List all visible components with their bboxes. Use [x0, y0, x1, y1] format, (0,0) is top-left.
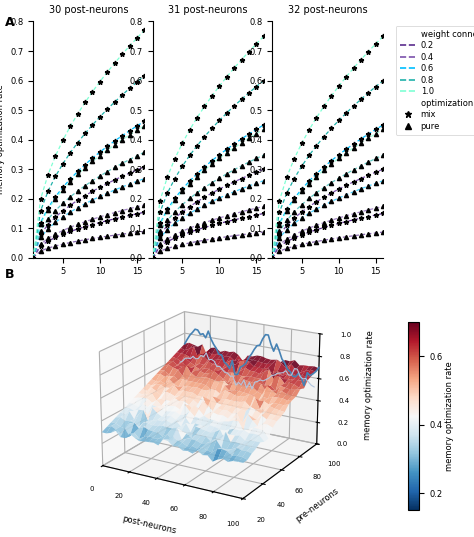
Y-axis label: memory optimization rate: memory optimization rate	[0, 85, 5, 194]
X-axis label: post-neurons: post-neurons	[121, 514, 177, 535]
Title: 32 post-neurons: 32 post-neurons	[288, 5, 367, 15]
Y-axis label: pre-neurons: pre-neurons	[293, 487, 340, 525]
Y-axis label: memory optimization rate: memory optimization rate	[445, 361, 454, 471]
X-axis label: delay range: delay range	[183, 282, 233, 291]
Text: B: B	[5, 268, 14, 281]
Title: 31 post-neurons: 31 post-neurons	[168, 5, 248, 15]
Title: 30 post-neurons: 30 post-neurons	[49, 5, 128, 15]
Legend: weight connection density, 0.2, 0.4, 0.6, 0.8, 1.0, optimization approach, mix, : weight connection density, 0.2, 0.4, 0.6…	[396, 26, 474, 135]
Text: A: A	[5, 16, 14, 29]
